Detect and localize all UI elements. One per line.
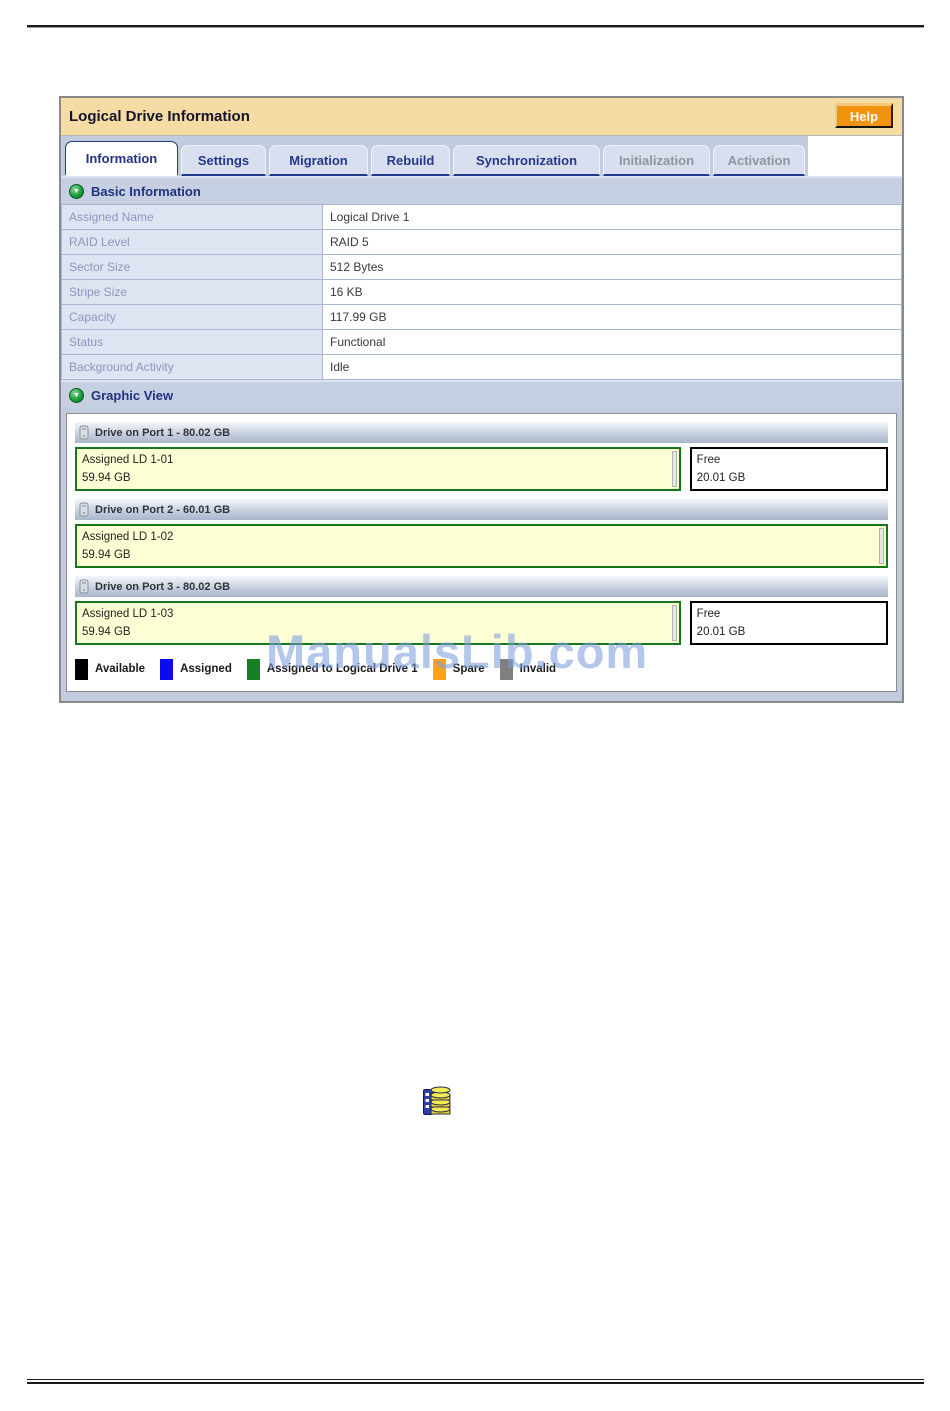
segment-label: Assigned LD 1-03 xyxy=(82,608,174,620)
basic-information-title: Basic Information xyxy=(91,183,201,199)
disk-array-icon xyxy=(423,1086,451,1115)
table-row: Stripe Size 16 KB xyxy=(61,279,902,305)
segment-size: 20.01 GB xyxy=(696,625,746,638)
tab-settings[interactable]: Settings xyxy=(181,145,266,176)
row-value: Logical Drive 1 xyxy=(322,204,902,230)
row-value: 16 KB xyxy=(322,279,902,305)
invalid-swatch xyxy=(499,658,513,680)
legend-item-invalid: Invalid xyxy=(499,658,557,680)
drive-header-label: Drive on Port 2 - 60.01 GB xyxy=(95,503,231,516)
page-title: Logical Drive Information xyxy=(69,108,250,125)
collapse-arrow-icon: ▼ xyxy=(69,183,84,199)
bottom-divider xyxy=(27,1379,924,1384)
legend-item-assigned-to-ld: Assigned to Logical Drive 1 xyxy=(246,658,418,680)
row-label: Background Activity xyxy=(61,354,323,380)
drive-port1-header: Drive on Port 1 - 80.02 GB xyxy=(75,422,888,443)
segment-scroll-thumb xyxy=(879,528,884,564)
assigned-segment: Assigned LD 1-01 59.94 GB xyxy=(75,447,681,491)
segment-scroll-thumb xyxy=(671,451,677,487)
drive-port3-header: Drive on Port 3 - 80.02 GB xyxy=(75,576,888,597)
tab-strip: Information Settings Migration Rebuild S… xyxy=(61,136,902,176)
tab-information[interactable]: Information xyxy=(65,141,178,176)
graphic-view-title: Graphic View xyxy=(91,387,174,403)
table-row: RAID Level RAID 5 xyxy=(61,229,902,255)
drive-port3-bar: Assigned LD 1-03 59.94 GB Free 20.01 GB xyxy=(75,601,888,645)
logical-drive-information-panel: Logical Drive Information Help Informati… xyxy=(59,96,904,703)
row-label: Stripe Size xyxy=(61,279,323,305)
collapse-arrow-icon: ▼ xyxy=(69,387,84,403)
row-label: Capacity xyxy=(61,304,323,330)
legend-label: Spare xyxy=(452,663,485,675)
segment-label: Assigned LD 1-01 xyxy=(82,454,174,466)
assigned-segment: Assigned LD 1-02 59.94 GB xyxy=(75,524,888,568)
drive-port1-bar: Assigned LD 1-01 59.94 GB Free 20.01 GB xyxy=(75,447,888,491)
legend-label: Invalid xyxy=(519,663,557,675)
basic-information-header[interactable]: ▼ Basic Information xyxy=(61,176,902,204)
drive-header-label: Drive on Port 1 - 80.02 GB xyxy=(95,426,231,439)
free-segment: Free 20.01 GB xyxy=(689,601,888,645)
segment-label: Free xyxy=(696,608,721,620)
drive-icon xyxy=(79,425,89,440)
assigned-swatch xyxy=(160,658,174,680)
tab-strip-filler xyxy=(808,136,902,176)
segment-label: Free xyxy=(696,454,721,466)
tab-initialization: Initialization xyxy=(603,145,710,176)
graphic-view-header[interactable]: ▼ Graphic View xyxy=(61,380,902,408)
graphic-view-box: Drive on Port 1 - 80.02 GB Assigned LD 1… xyxy=(66,413,897,692)
drive-icon xyxy=(79,502,89,517)
table-row: Capacity 117.99 GB xyxy=(61,304,902,330)
tab-activation: Activation xyxy=(713,145,805,176)
tab-synchronization[interactable]: Synchronization xyxy=(453,145,600,176)
drive-port2-header: Drive on Port 2 - 60.01 GB xyxy=(75,499,888,520)
legend: Available Assigned Assigned to Logical D… xyxy=(75,655,888,683)
row-value: Functional xyxy=(322,329,902,355)
basic-information-table: Assigned Name Logical Drive 1 RAID Level… xyxy=(61,204,902,380)
row-label: Sector Size xyxy=(61,254,323,280)
row-label: Status xyxy=(61,329,323,355)
row-value: 512 Bytes xyxy=(322,254,902,280)
panel-title-bar: Logical Drive Information Help xyxy=(61,98,902,136)
segment-size: 20.01 GB xyxy=(696,471,746,484)
top-divider xyxy=(27,25,924,27)
row-value: RAID 5 xyxy=(322,229,902,255)
table-row: Status Functional xyxy=(61,329,902,355)
row-label: RAID Level xyxy=(61,229,323,255)
free-segment: Free 20.01 GB xyxy=(689,447,888,491)
table-row: Sector Size 512 Bytes xyxy=(61,254,902,280)
row-value: Idle xyxy=(322,354,902,380)
legend-label: Assigned to Logical Drive 1 xyxy=(266,663,418,675)
assigned-segment: Assigned LD 1-03 59.94 GB xyxy=(75,601,681,645)
drive-header-label: Drive on Port 3 - 80.02 GB xyxy=(95,580,231,593)
tab-migration[interactable]: Migration xyxy=(269,145,368,176)
legend-item-available: Available xyxy=(75,658,146,680)
table-row: Assigned Name Logical Drive 1 xyxy=(61,204,902,230)
assigned-to-ld-swatch xyxy=(246,658,260,680)
legend-item-spare: Spare xyxy=(432,658,485,680)
legend-label: Available xyxy=(95,663,146,675)
segment-size: 59.94 GB xyxy=(82,548,131,561)
help-button[interactable]: Help xyxy=(835,103,893,128)
spare-swatch xyxy=(432,658,446,680)
segment-label: Assigned LD 1-02 xyxy=(82,531,174,543)
drive-icon xyxy=(79,579,89,594)
row-value: 117.99 GB xyxy=(322,304,902,330)
segment-size: 59.94 GB xyxy=(82,625,131,638)
tab-rebuild[interactable]: Rebuild xyxy=(371,145,450,176)
drive-port2-bar: Assigned LD 1-02 59.94 GB xyxy=(75,524,888,568)
legend-label: Assigned xyxy=(180,663,232,675)
segment-scroll-thumb xyxy=(671,605,677,641)
row-label: Assigned Name xyxy=(61,204,323,230)
table-row: Background Activity Idle xyxy=(61,354,902,380)
segment-size: 59.94 GB xyxy=(82,471,131,484)
available-swatch xyxy=(75,658,88,680)
legend-item-assigned: Assigned xyxy=(160,658,232,680)
